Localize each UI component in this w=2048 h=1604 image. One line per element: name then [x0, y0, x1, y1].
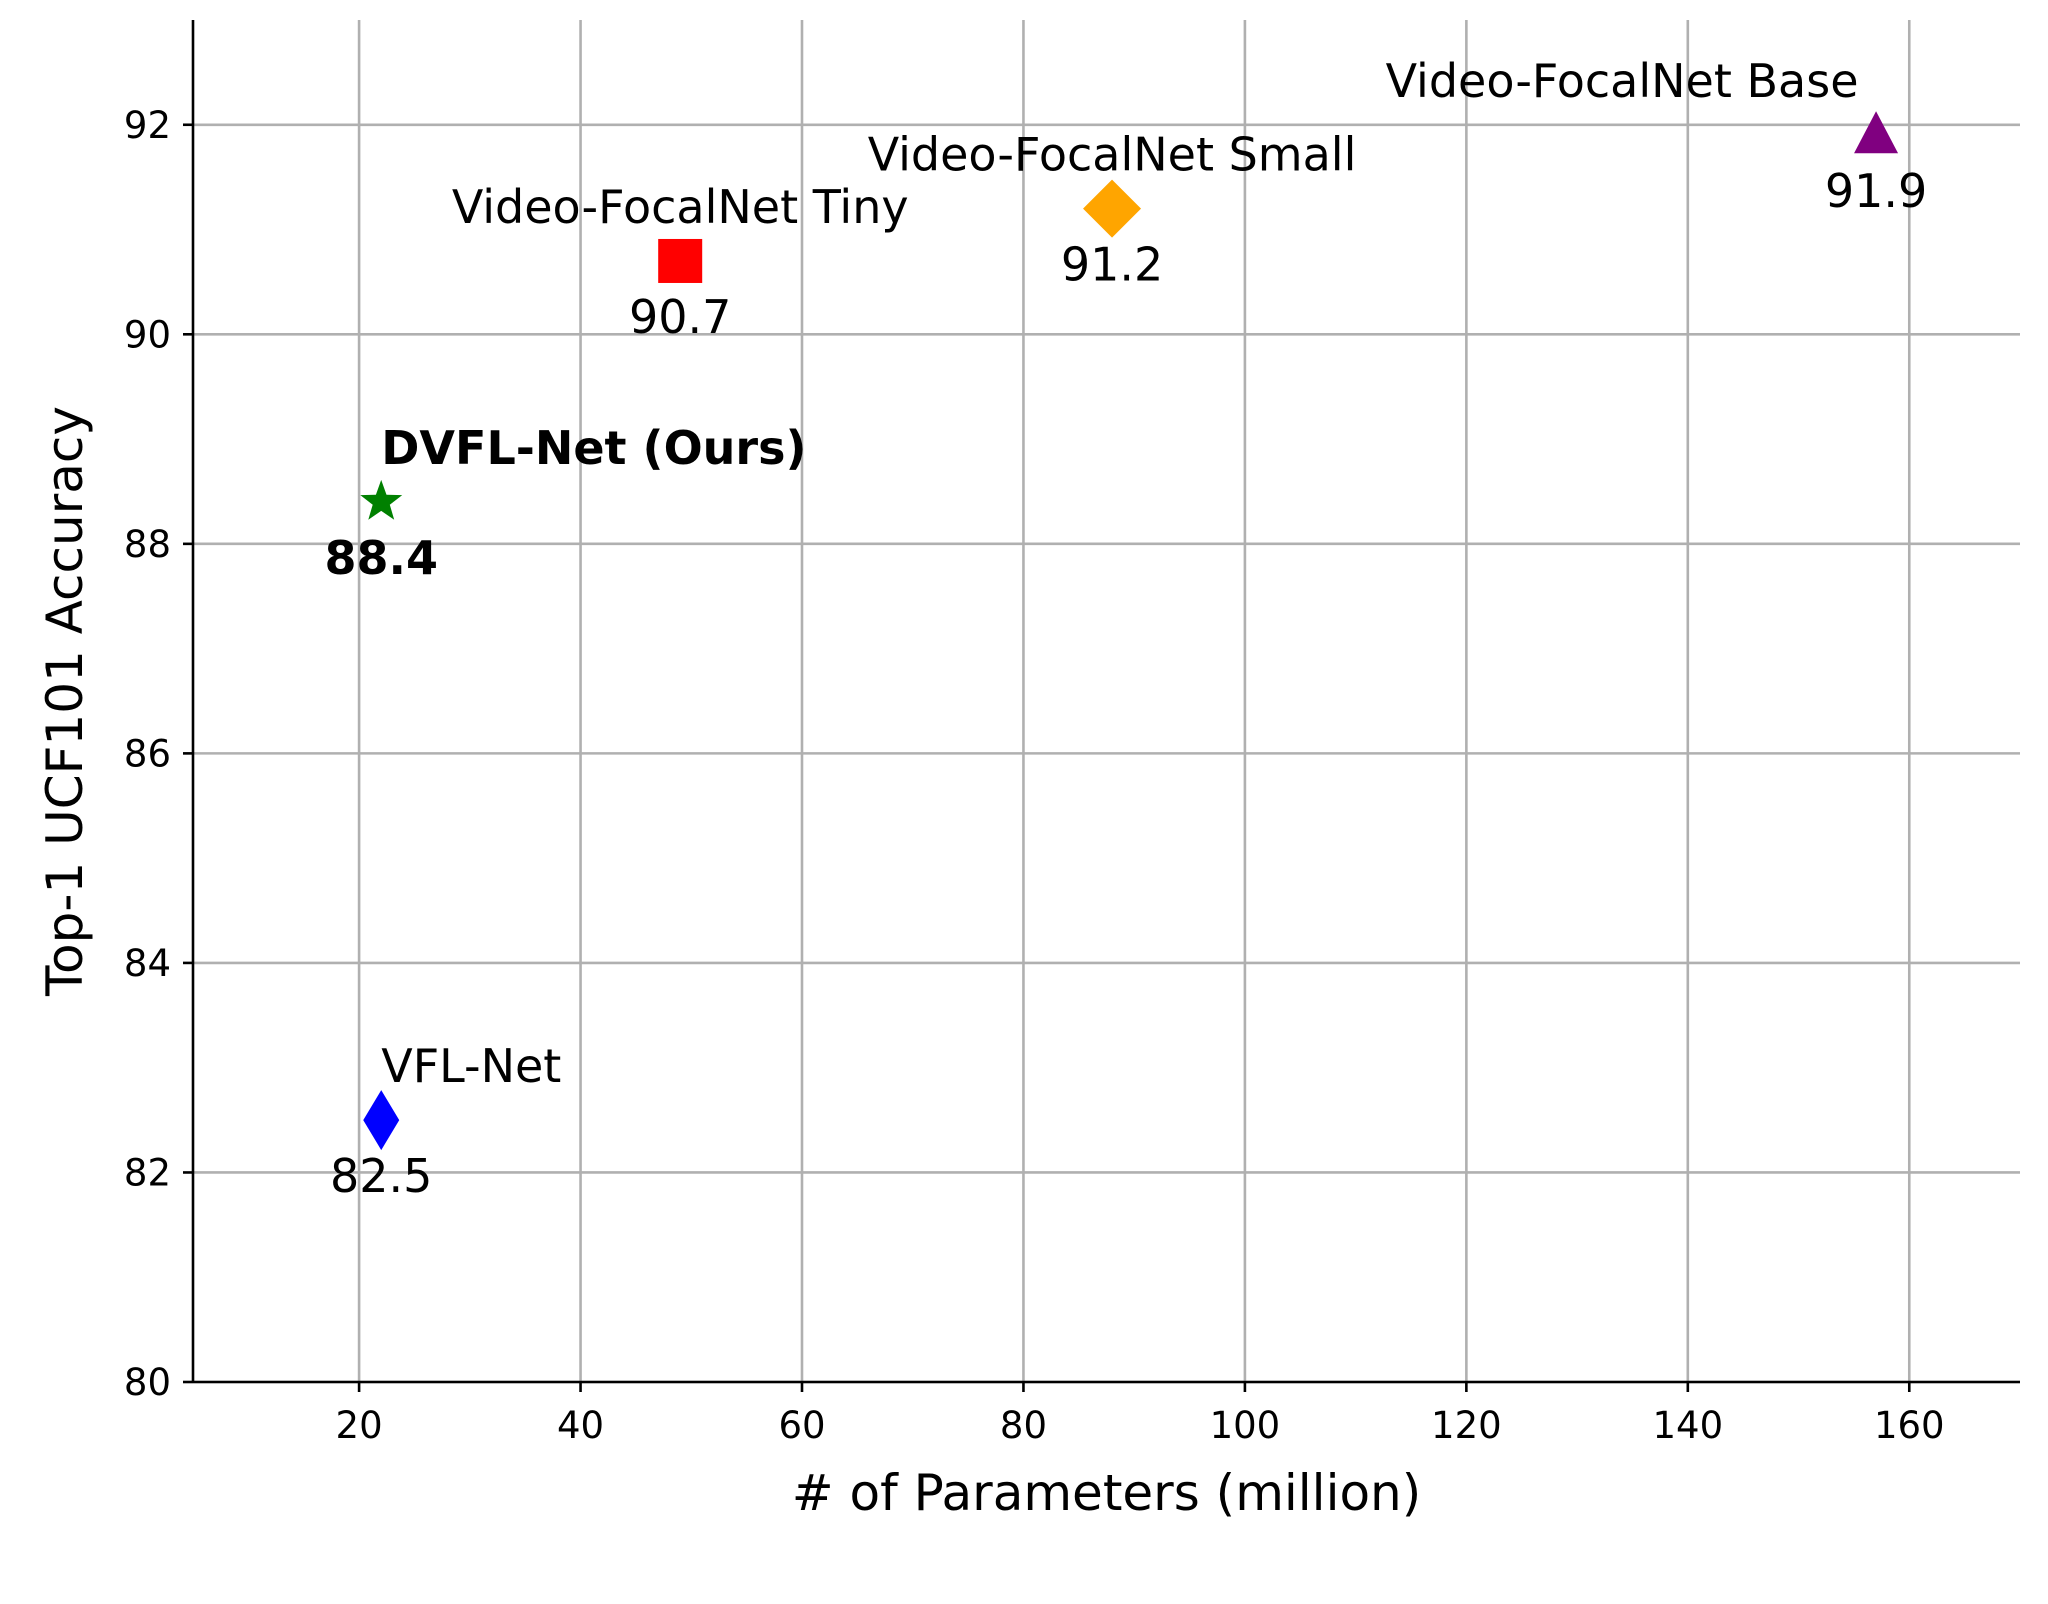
- point-name-label: DVFL-Net (Ours): [381, 421, 806, 475]
- x-tick-label: 160: [1874, 1404, 1945, 1447]
- marker-diamond: [1083, 179, 1142, 238]
- data-point: VFL-Net 82.5: [330, 1039, 561, 1203]
- x-tick-label: 120: [1431, 1404, 1502, 1447]
- x-tick-label: 140: [1653, 1404, 1724, 1447]
- point-name-label: VFL-Net: [381, 1039, 561, 1093]
- y-tick-label: 84: [124, 942, 171, 985]
- x-tick-label: 80: [1000, 1404, 1047, 1447]
- x-tick-label: 40: [557, 1404, 604, 1447]
- point-value-label: 82.5: [330, 1149, 432, 1203]
- marker-triangle: [1854, 111, 1899, 154]
- marker-square: [658, 238, 703, 283]
- point-value-label: 88.4: [324, 531, 438, 585]
- y-tick-label: 80: [124, 1361, 171, 1404]
- marker-thin-diamond: [363, 1090, 400, 1151]
- point-value-label: 91.2: [1061, 238, 1163, 292]
- axes: [191, 20, 2020, 1384]
- y-axis-label: Top-1 UCF101 Accuracy: [36, 406, 94, 997]
- data-point: DVFL-Net (Ours) 88.4: [324, 421, 806, 585]
- marker-star: [360, 479, 403, 520]
- y-tick-label: 88: [124, 523, 171, 566]
- point-name-label: Video-FocalNet Base: [1386, 54, 1859, 108]
- point-value-label: 90.7: [629, 290, 731, 344]
- data-points: VFL-Net 82.5 DVFL-Net (Ours) 88.4 Video-Foca…: [324, 54, 1927, 1203]
- x-axis-label: # of Parameters (million): [792, 1464, 1422, 1522]
- x-tick-label: 20: [336, 1404, 383, 1447]
- ticks: 20 40 60 80 100 120 140 160 80 82 84 86 88 90 92: [124, 104, 1945, 1447]
- point-value-label: 91.9: [1825, 164, 1927, 218]
- data-point: Video-FocalNet Base 91.9: [1386, 54, 1928, 218]
- y-tick-label: 92: [124, 104, 171, 147]
- x-tick-label: 60: [778, 1404, 825, 1447]
- data-point: Video-FocalNet Small 91.2: [868, 128, 1357, 292]
- y-tick-label: 82: [124, 1151, 171, 1194]
- point-name-label: Video-FocalNet Small: [868, 128, 1357, 182]
- point-name-label: Video-FocalNet Tiny: [452, 180, 909, 234]
- x-tick-label: 100: [1210, 1404, 1281, 1447]
- y-tick-label: 86: [124, 732, 171, 775]
- data-point: Video-FocalNet Tiny 90.7: [452, 180, 909, 344]
- y-tick-label: 90: [124, 313, 171, 356]
